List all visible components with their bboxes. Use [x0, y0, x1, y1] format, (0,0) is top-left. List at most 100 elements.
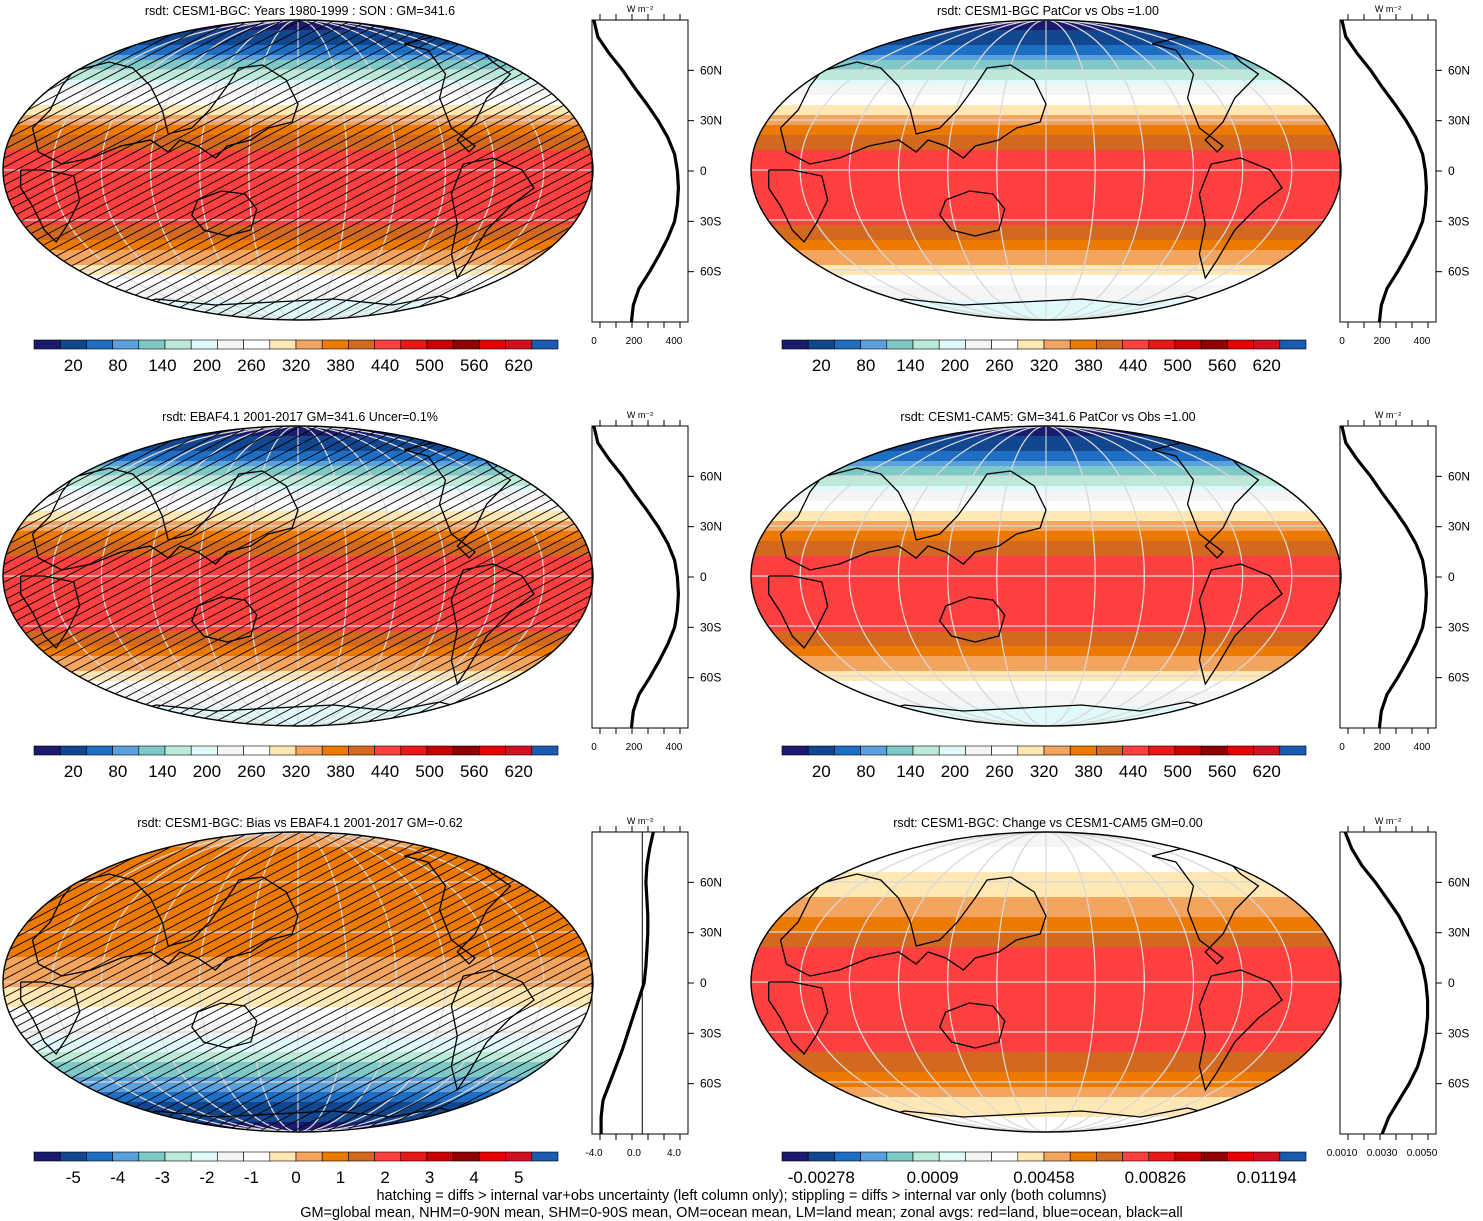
hatch-line — [308, 426, 593, 726]
colorbar-swatch — [860, 339, 888, 350]
colorbar-swatch — [348, 745, 375, 756]
colorbar-swatch — [479, 339, 506, 350]
gridline-lon — [897, 832, 1195, 1132]
panel-title: rsdt: CESM1-CAM5: GM=341.6 PatCor vs Obs… — [900, 410, 1195, 424]
colorbar-label: 2 — [380, 1168, 389, 1187]
colorbar-swatch — [1279, 339, 1307, 350]
colorbar-swatch — [505, 1151, 533, 1162]
hatch-line — [308, 832, 593, 1132]
colorbar-swatch — [479, 1151, 506, 1162]
coastline — [404, 34, 512, 153]
colorbar-swatch — [86, 1151, 113, 1162]
hatch-line — [3, 426, 421, 726]
colorbar-label: 20 — [64, 762, 83, 781]
colorbar-swatch — [33, 1151, 61, 1162]
hatch-line — [206, 426, 593, 726]
colorbar-label: 200 — [193, 762, 221, 781]
hatch-line — [3, 832, 472, 1132]
profile-lat-label: 60N — [1448, 63, 1470, 77]
colorbar-swatch — [1148, 745, 1176, 756]
colorbar-label: 560 — [1208, 762, 1236, 781]
gridline-lon — [248, 426, 348, 726]
zonal-profile: W m⁻² 0 200 400 60N 30N 0 30S 60S — [591, 410, 722, 753]
colorbar-swatch — [912, 339, 940, 350]
colorbar-label: 320 — [282, 356, 310, 375]
colorbar-swatch — [965, 1151, 992, 1162]
colorbar-label: 380 — [1074, 356, 1102, 375]
profile-unit-label: W m⁻² — [627, 410, 653, 420]
hatch-line — [206, 832, 593, 1132]
hatch-line — [19, 832, 591, 1132]
colorbar-swatch — [938, 1151, 966, 1162]
profile-lat-label: 0 — [700, 976, 707, 990]
gridline-lon — [149, 20, 447, 320]
colorbar-label: 0.00458 — [1013, 1168, 1074, 1187]
hatch-line — [308, 20, 593, 320]
colorbar-label: 80 — [108, 356, 127, 375]
colorbar-swatch — [1227, 745, 1254, 756]
colorbar-swatch — [217, 339, 244, 350]
colorbar-label: 440 — [1119, 762, 1147, 781]
hatch-line — [410, 426, 593, 726]
profile-xtick-label: 0 — [591, 336, 597, 347]
colorbar-swatch — [59, 339, 87, 350]
colorbar-label: 140 — [896, 356, 924, 375]
colorbar-swatch — [164, 339, 192, 350]
colorbar-swatch — [321, 745, 349, 756]
colorbar-swatch — [834, 745, 861, 756]
profile-unit-label: W m⁻² — [1375, 4, 1401, 14]
colorbar-label: 5 — [514, 1168, 523, 1187]
coastline — [450, 157, 535, 280]
map — [3, 832, 593, 1132]
colorbar-swatch — [59, 745, 87, 756]
hatch-line — [121, 20, 593, 320]
hatch-line — [3, 20, 336, 320]
hatch-line — [3, 832, 217, 1132]
zonal-profile: W m⁻² 0.0010 0.0030 0.0050 60N 30N 0 30S 60S — [1327, 816, 1470, 1159]
hatch-line — [3, 20, 472, 320]
hatch-line — [19, 426, 591, 726]
gridline-lon — [996, 20, 1096, 320]
gridline-lon — [799, 832, 1293, 1132]
map-border — [750, 831, 1342, 1133]
hatch-line — [3, 832, 387, 1132]
profile-xtick-label: 200 — [1374, 742, 1391, 753]
colorbar-swatch — [295, 1151, 323, 1162]
hatch-line — [3, 832, 234, 1132]
profile-xtick-label: 200 — [1374, 336, 1391, 347]
colorbar-label: 620 — [1253, 762, 1281, 781]
gridline-lon — [897, 426, 1195, 726]
hatch-line — [3, 832, 404, 1132]
colorbar-label: 500 — [1163, 356, 1191, 375]
colorbar-swatch — [965, 745, 992, 756]
colorbar-swatch — [321, 339, 349, 350]
gridline-lon — [199, 20, 397, 320]
hatch-line — [3, 20, 438, 320]
colorbar-swatch — [505, 339, 533, 350]
hatch-line — [393, 832, 593, 1132]
hatch-line — [3, 832, 285, 1132]
colorbar-swatch — [1200, 745, 1228, 756]
coastline — [1152, 440, 1260, 559]
gridline-lon — [848, 20, 1244, 320]
colorbar-label: 380 — [326, 356, 354, 375]
hatch-line — [393, 20, 593, 320]
hatch-line — [206, 20, 593, 320]
colorbar-label: 80 — [108, 762, 127, 781]
profile-lat-label: 60S — [700, 671, 721, 685]
colorbar-swatch — [138, 1151, 166, 1162]
hatch-line — [3, 832, 200, 1132]
colorbar-label: 500 — [415, 356, 443, 375]
colorbar-label: -1 — [244, 1168, 259, 1187]
hatch-line — [240, 426, 593, 726]
hatch-line — [3, 832, 302, 1132]
gridline-lon — [799, 426, 1293, 726]
coastline — [31, 873, 299, 977]
profile-lat-label: 60S — [700, 265, 721, 279]
colorbar-swatch — [1148, 1151, 1176, 1162]
map — [751, 832, 1341, 1132]
colorbar: 20 80 140 200 260 320 380 440 500 560 620 — [781, 339, 1307, 375]
colorbar-swatch — [295, 339, 323, 350]
hatch-line — [274, 426, 593, 726]
colorbar-swatch — [1174, 1151, 1202, 1162]
